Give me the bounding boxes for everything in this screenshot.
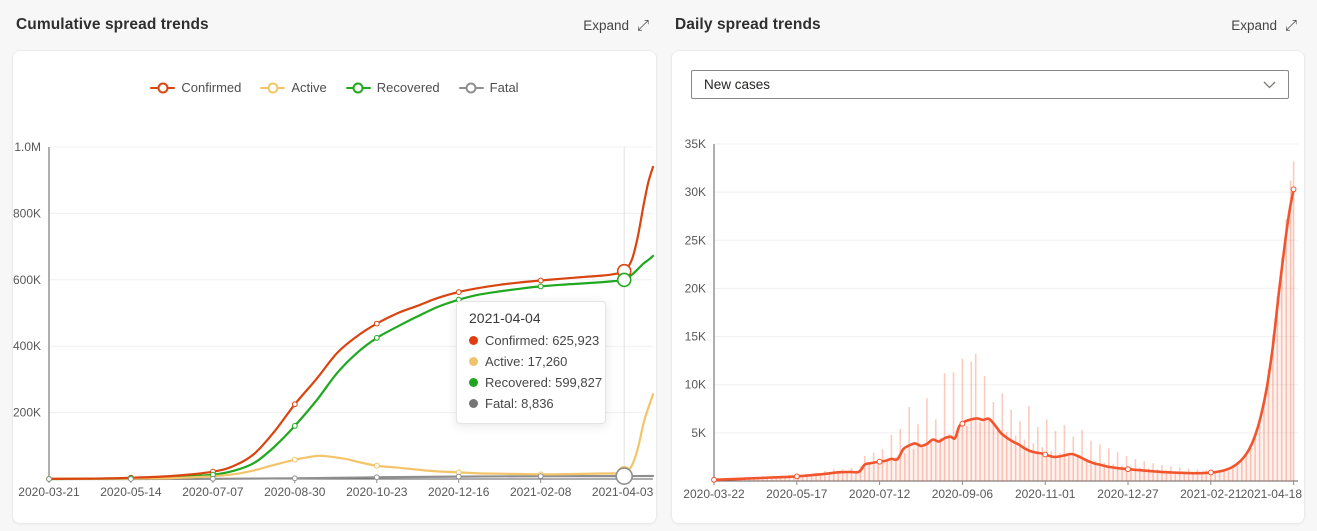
x-axis-label: 2020-12-16 <box>428 485 490 499</box>
y-axis-label: 15K <box>685 330 706 344</box>
dropdown-selected-value: New cases <box>704 77 771 92</box>
hover-marker-fatal <box>615 467 634 485</box>
y-axis-label: 400K <box>13 339 41 353</box>
tooltip-series-value: Recovered: 599,827 <box>485 375 603 390</box>
x-axis: 2020-03-21 2020-05-14 2020-07-07 2020-08-30… <box>18 479 654 499</box>
y-axis-label: 600K <box>13 273 41 287</box>
y-axis-label: 20K <box>685 281 706 295</box>
x-axis-label: 2020-03-21 <box>18 485 80 499</box>
expand-button-cumulative[interactable]: Expand ⤢ <box>583 18 649 33</box>
y-axis-label: 800K <box>13 206 41 220</box>
gridlines: 5K 10K 15K 20K 25K 30K 35K <box>685 137 1298 440</box>
hover-marker-recovered <box>616 272 632 288</box>
tooltip-series-dot <box>469 336 478 345</box>
tooltip-rows: Confirmed: 625,923 Active: 17,260 Recovere… <box>469 330 602 414</box>
legend-marker-icon <box>345 82 371 94</box>
expand-icon: ⤢ <box>1284 16 1297 34</box>
legend-label: Recovered <box>376 80 440 95</box>
x-axis-label: 2021-04-18 <box>1241 487 1303 501</box>
line-area <box>714 189 1294 482</box>
metric-dropdown[interactable]: New cases <box>691 70 1289 99</box>
y-axis-label: 200K <box>13 406 41 420</box>
x-axis-label: 2020-09-06 <box>932 487 994 501</box>
x-axis-label: 2020-10-23 <box>346 485 408 499</box>
legend-item-recovered[interactable]: Recovered <box>345 80 440 95</box>
tooltip-series-dot <box>469 357 478 366</box>
x-axis-label: 2020-12-27 <box>1097 487 1159 501</box>
x-axis-label: 2020-07-07 <box>182 485 244 499</box>
panel-daily-trends: Daily spread trends Expand ⤢ New cases 5… <box>671 0 1305 524</box>
x-axis-label: 2020-05-17 <box>766 487 828 501</box>
page-title-cumulative: Cumulative spread trends <box>16 16 209 33</box>
legend-label: Active <box>291 80 327 95</box>
tooltip-row-active: Active: 17,260 <box>469 351 593 372</box>
cumulative-chart-card: Confirmed Active Recovered Fatal 2021-04-04… <box>12 50 657 524</box>
panel-cumulative-trends: Cumulative spread trends Expand ⤢ Confir… <box>12 0 657 524</box>
legend-marker-icon <box>150 82 176 94</box>
tooltip-date: 2021-04-04 <box>469 310 541 326</box>
tooltip-row-recovered: Recovered: 599,827 <box>469 372 602 393</box>
x-axis-label: 2020-07-12 <box>849 487 911 501</box>
panel-header: Cumulative spread trends Expand ⤢ <box>12 0 657 50</box>
legend-marker-icon <box>458 82 484 94</box>
legend-label: Fatal <box>489 80 519 95</box>
chart-tooltip: 2021-04-04 Confirmed: 625,923 Active: 17,… <box>456 301 606 424</box>
series-markers-new-cases-smoothed <box>711 186 1297 483</box>
x-axis-label: 2020-11-01 <box>1015 487 1076 501</box>
x-axis-label: 2021-04-03 <box>592 485 654 499</box>
tooltip-series-dot <box>469 399 478 408</box>
y-axis-label: 35K <box>685 137 706 151</box>
y-axis-label: 1.0M <box>14 140 41 154</box>
x-axis-label: 2020-05-14 <box>100 485 162 499</box>
tooltip-series-value: Confirmed: 625,923 <box>485 333 600 348</box>
y-axis-label: 30K <box>685 185 706 199</box>
page-title-daily: Daily spread trends <box>675 16 821 33</box>
series-line-new-cases-smoothed <box>712 188 1295 482</box>
legend-item-active[interactable]: Active <box>260 80 327 95</box>
legend-marker-icon <box>260 82 286 94</box>
expand-label: Expand <box>1231 17 1277 33</box>
panel-header: Daily spread trends Expand ⤢ <box>671 0 1305 50</box>
expand-button-daily[interactable]: Expand ⤢ <box>1231 18 1297 33</box>
legend-label: Confirmed <box>181 80 242 95</box>
y-axis-label: 10K <box>685 378 706 392</box>
chevron-down-icon <box>1263 81 1276 88</box>
legend-item-confirmed[interactable]: Confirmed <box>150 80 241 95</box>
expand-icon: ⤢ <box>636 16 649 34</box>
y-axis-label: 5K <box>691 426 706 440</box>
expand-label: Expand <box>583 17 629 33</box>
tooltip-series-dot <box>469 378 478 387</box>
tooltip-row-confirmed: Confirmed: 625,923 <box>469 330 599 351</box>
chart-legend: Confirmed Active Recovered Fatal <box>13 80 656 95</box>
x-axis-label: 2020-03-22 <box>683 487 745 501</box>
legend-item-fatal[interactable]: Fatal <box>458 80 519 95</box>
tooltip-series-value: Fatal: 8,836 <box>485 396 554 411</box>
daily-chart-card: New cases 5K 10K 15K 20K 25K 30K 35K 2020-03-22… <box>671 50 1305 524</box>
tooltip-row-fatal: Fatal: 8,836 <box>469 393 593 414</box>
y-axis-label: 25K <box>685 233 706 247</box>
tooltip-series-value: Active: 17,260 <box>485 354 568 369</box>
cumulative-chart-canvas[interactable]: 200K 400K 600K 800K 1.0M 2020-03-21 2020-05-14… <box>13 51 658 525</box>
x-axis-label: 2021-02-08 <box>510 485 572 499</box>
daily-chart-canvas[interactable]: 5K 10K 15K 20K 25K 30K 35K 2020-03-22 2020-05-17… <box>672 51 1306 525</box>
x-axis-label: 2020-08-30 <box>264 485 326 499</box>
x-axis-label: 2021-02-21 <box>1180 487 1242 501</box>
x-axis: 2020-03-22 2020-05-17 2020-07-12 2020-09-06… <box>683 481 1302 501</box>
